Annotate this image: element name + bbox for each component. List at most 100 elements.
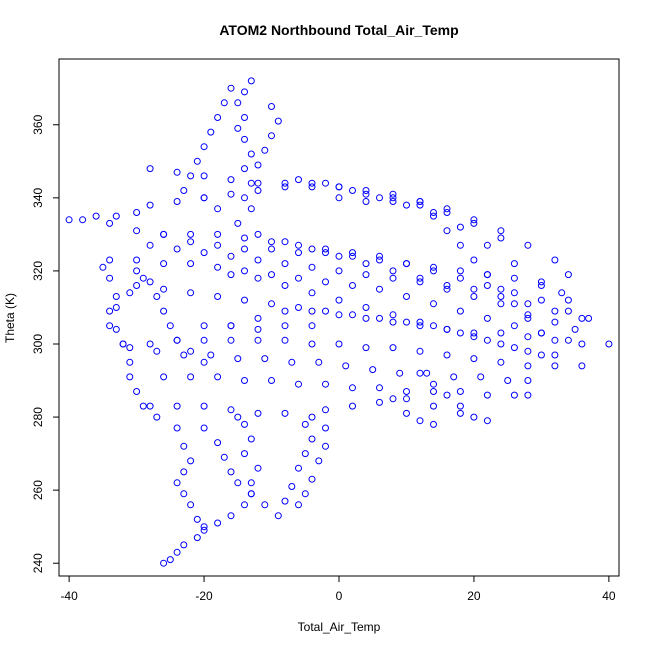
data-point <box>227 512 235 520</box>
data-point <box>200 526 208 534</box>
data-point <box>234 219 242 227</box>
data-point <box>139 402 147 410</box>
data-point <box>173 402 181 410</box>
y-axis: 240 260 280 300 320 340 360 <box>31 114 60 573</box>
data-point <box>376 256 383 264</box>
data-point <box>220 453 228 461</box>
data-point <box>227 176 235 184</box>
data-point <box>322 249 329 257</box>
data-point <box>247 205 255 213</box>
data-point <box>349 282 356 289</box>
data-point <box>200 322 208 330</box>
data-point <box>497 293 505 300</box>
data-point <box>133 256 141 264</box>
data-point <box>456 274 464 282</box>
data-point <box>470 333 478 341</box>
data-point <box>254 336 262 344</box>
data-point <box>295 249 302 257</box>
data-point <box>281 260 289 268</box>
data-point <box>227 190 235 198</box>
x-tick-label: 40 <box>602 589 616 603</box>
data-point <box>288 483 296 490</box>
data-point <box>281 497 289 505</box>
data-point <box>497 358 505 366</box>
data-point <box>551 362 559 370</box>
data-point <box>416 369 424 377</box>
data-point <box>315 457 323 465</box>
data-point <box>241 114 248 121</box>
x-axis-label: Total_Air_Temp <box>298 620 381 634</box>
data-point <box>227 406 235 414</box>
data-point <box>160 260 168 268</box>
data-point <box>362 304 370 311</box>
data-point <box>335 296 343 304</box>
data-point <box>510 322 518 330</box>
data-point <box>207 351 215 359</box>
y-tick-label: 240 <box>31 553 45 573</box>
data-point <box>510 260 518 268</box>
data-point <box>268 103 275 110</box>
data-point <box>308 413 316 421</box>
data-point <box>510 274 518 282</box>
data-point <box>133 209 141 216</box>
data-point <box>180 490 188 498</box>
data-point <box>430 212 437 220</box>
data-point <box>322 442 329 450</box>
data-point <box>261 355 269 363</box>
data-point <box>153 413 161 421</box>
data-point <box>173 168 181 176</box>
data-point <box>335 183 343 191</box>
data-point <box>119 340 127 348</box>
data-point <box>430 380 437 388</box>
data-point <box>524 300 532 308</box>
data-point <box>389 318 397 326</box>
data-point <box>430 388 437 395</box>
data-point <box>510 344 518 352</box>
data-point <box>241 165 248 173</box>
data-point <box>416 201 424 209</box>
data-point <box>416 318 424 326</box>
data-point <box>376 314 383 322</box>
data-point <box>146 340 154 348</box>
data-point <box>187 260 195 268</box>
data-point <box>146 278 154 286</box>
data-point <box>537 278 545 286</box>
data-point <box>187 457 195 465</box>
data-point <box>389 198 397 205</box>
data-point <box>376 384 383 392</box>
data-point <box>241 377 248 384</box>
data-point <box>551 336 559 344</box>
data-point <box>430 209 437 216</box>
data-point <box>430 263 437 271</box>
data-point <box>322 245 329 253</box>
data-point <box>254 187 262 194</box>
data-point <box>308 263 316 271</box>
data-point <box>456 409 464 417</box>
data-point <box>376 194 383 202</box>
data-point <box>193 515 201 523</box>
y-tick-label: 340 <box>31 188 45 208</box>
data-point <box>524 333 532 341</box>
data-point <box>146 241 154 249</box>
data-point <box>456 223 464 231</box>
data-point <box>470 219 478 227</box>
data-point <box>214 205 222 213</box>
y-tick-label: 260 <box>31 480 45 500</box>
data-point <box>524 241 532 249</box>
data-point <box>335 194 343 202</box>
data-point <box>281 307 289 315</box>
data-point <box>106 256 114 264</box>
data-point <box>551 351 559 359</box>
data-point <box>376 398 383 406</box>
data-point <box>308 435 316 443</box>
data-point <box>308 179 316 187</box>
data-point <box>281 409 289 417</box>
data-point <box>295 274 302 282</box>
data-point <box>430 267 437 275</box>
data-point <box>537 282 545 289</box>
data-point <box>301 420 309 428</box>
data-point <box>396 369 404 377</box>
data-point <box>504 377 512 384</box>
data-point <box>247 77 255 85</box>
data-point <box>200 402 208 410</box>
